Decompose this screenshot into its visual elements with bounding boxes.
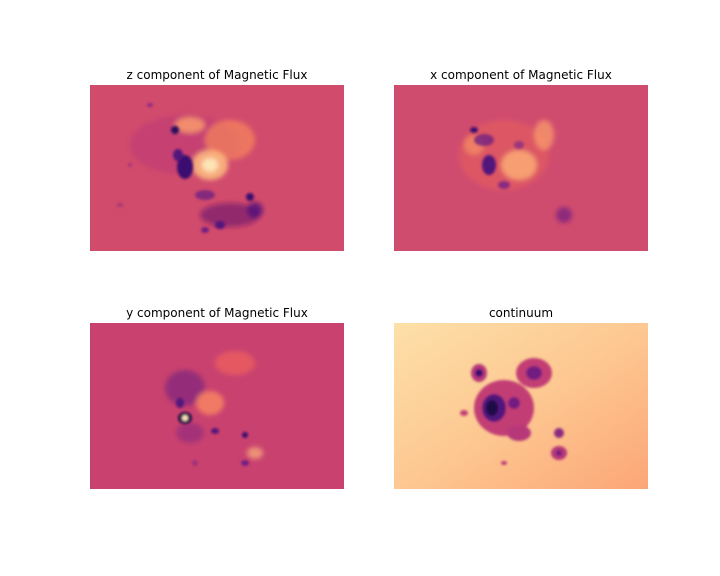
panel-z-component: z component of Magnetic Flux <box>90 66 344 252</box>
panel-continuum: continuum <box>394 304 648 490</box>
panel-title: continuum <box>488 306 554 320</box>
panel-y-component: y component of Magnetic Flux <box>90 304 344 490</box>
panel-x-component: x component of Magnetic Flux <box>394 66 648 252</box>
magnetogram-y-image <box>90 323 344 489</box>
magnetogram-x-image <box>394 85 648 251</box>
panel-title: y component of Magnetic Flux <box>126 306 308 320</box>
panel-title: x component of Magnetic Flux <box>430 68 612 82</box>
panel-title: z component of Magnetic Flux <box>126 68 308 82</box>
continuum-image <box>394 323 648 489</box>
magnetogram-z-image <box>90 85 344 251</box>
